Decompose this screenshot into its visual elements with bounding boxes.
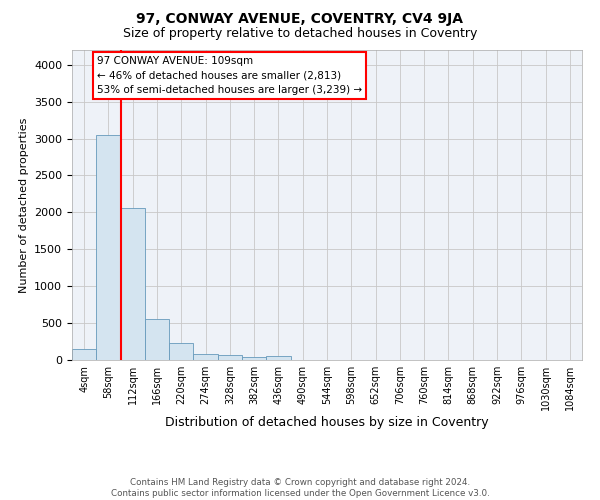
Bar	[169, 343, 193, 360]
Text: Size of property relative to detached houses in Coventry: Size of property relative to detached ho…	[123, 28, 477, 40]
Bar	[121, 208, 145, 360]
Bar	[96, 135, 121, 360]
Y-axis label: Number of detached properties: Number of detached properties	[19, 118, 29, 292]
Text: Contains HM Land Registry data © Crown copyright and database right 2024.
Contai: Contains HM Land Registry data © Crown c…	[110, 478, 490, 498]
Bar	[193, 354, 218, 360]
Bar	[218, 355, 242, 360]
Bar	[266, 356, 290, 360]
Bar	[242, 356, 266, 360]
Bar	[72, 349, 96, 360]
Text: 97, CONWAY AVENUE, COVENTRY, CV4 9JA: 97, CONWAY AVENUE, COVENTRY, CV4 9JA	[137, 12, 464, 26]
Text: 97 CONWAY AVENUE: 109sqm
← 46% of detached houses are smaller (2,813)
53% of sem: 97 CONWAY AVENUE: 109sqm ← 46% of detach…	[97, 56, 362, 96]
X-axis label: Distribution of detached houses by size in Coventry: Distribution of detached houses by size …	[165, 416, 489, 428]
Bar	[145, 320, 169, 360]
